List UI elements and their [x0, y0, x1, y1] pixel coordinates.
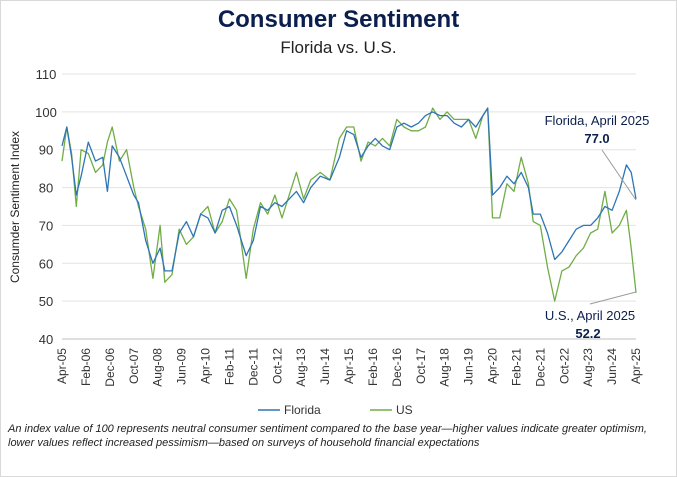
- x-tick-label: Dec-21: [533, 348, 547, 387]
- x-tick-label: Feb-06: [79, 348, 93, 386]
- x-tick-label: Jun-19: [462, 348, 476, 385]
- footnote: An index value of 100 represents neutral…: [8, 423, 647, 449]
- y-axis-label: Consumder Sentiment Index: [8, 131, 22, 283]
- x-tick-label: Dec-16: [390, 348, 404, 387]
- legend: Florida US: [258, 403, 413, 417]
- x-tick-label: Apr-05: [55, 348, 69, 384]
- x-tick-label: Jun-09: [175, 348, 189, 385]
- x-tick-labels: Apr-05 Feb-06 Dec-06 Oct-07 Aug-08 Jun-09 Apr-…: [55, 348, 643, 387]
- x-tick-label: Feb-21: [509, 348, 523, 386]
- x-tick-label: Oct-17: [414, 348, 428, 384]
- y-tick-label: 40: [39, 332, 53, 347]
- x-tick-label: Aug-13: [294, 348, 308, 387]
- x-tick-label: Oct-07: [127, 348, 141, 384]
- chart-title: Consumer Sentiment: [217, 6, 460, 33]
- x-tick-label: Dec-06: [103, 348, 117, 387]
- series-line-florida: [61, 107, 637, 272]
- y-tick-label: 90: [39, 143, 53, 158]
- x-tick-label: Jun-14: [318, 348, 332, 385]
- x-tick-label: Feb-16: [366, 348, 380, 386]
- y-tick-label: 60: [39, 256, 53, 271]
- y-tick-labels: 40 50 60 70 80 90 100 110: [35, 67, 57, 347]
- x-tick-label: Aug-18: [438, 348, 452, 387]
- x-tick-label: Apr-10: [199, 348, 213, 384]
- x-tick-label: Oct-22: [557, 348, 571, 384]
- legend-label-us: US: [396, 403, 413, 417]
- x-tick-label: Jun-24: [605, 348, 619, 385]
- x-tick-label: Apr-25: [629, 348, 643, 384]
- chart-subtitle: Florida vs. U.S.: [280, 38, 397, 57]
- legend-label-florida: Florida: [284, 403, 321, 417]
- annotation-florida-value: 77.0: [584, 131, 609, 146]
- gridlines: [62, 73, 636, 302]
- x-tick-label: Aug-23: [581, 348, 595, 387]
- x-tick-label: Apr-20: [486, 348, 500, 384]
- x-tick-label: Aug-08: [151, 348, 165, 387]
- annotation-us-label: U.S., April 2025: [545, 308, 635, 323]
- x-tick-label: Apr-15: [342, 348, 356, 384]
- y-tick-label: 110: [36, 67, 57, 82]
- x-tick-label: Dec-11: [246, 348, 260, 386]
- annotation-florida-leader: [601, 149, 637, 201]
- y-tick-label: 100: [35, 105, 57, 120]
- y-tick-label: 50: [39, 294, 53, 309]
- annotation-us-value: 52.2: [575, 326, 600, 341]
- y-tick-label: 70: [39, 218, 53, 233]
- series-lines: [61, 107, 637, 302]
- x-tick-label: Feb-11: [222, 348, 236, 385]
- series-line-us: [61, 107, 637, 302]
- x-tick-label: Oct-12: [270, 348, 284, 384]
- annotation-us-leader: [589, 291, 637, 305]
- y-tick-label: 80: [39, 181, 53, 196]
- annotation-florida-label: Florida, April 2025: [545, 113, 650, 128]
